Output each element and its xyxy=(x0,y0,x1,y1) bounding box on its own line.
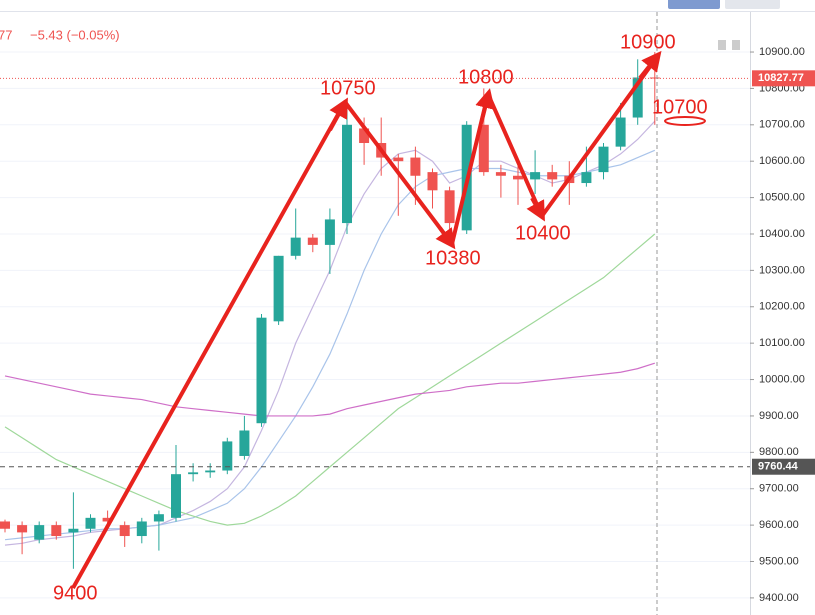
moving-average xyxy=(4,149,656,541)
toolbar-button[interactable] xyxy=(668,0,720,9)
moving-average xyxy=(4,120,656,546)
moving-average xyxy=(4,362,655,417)
y-tick-label: 9600.00 xyxy=(759,519,799,531)
y-tick-label: 9700.00 xyxy=(759,483,799,495)
header-change: −5.43 (−0.05%) xyxy=(30,27,120,42)
candle-body xyxy=(102,517,113,522)
pane-icon[interactable] xyxy=(732,40,740,50)
candle-body xyxy=(581,172,592,184)
candle-body xyxy=(307,237,318,245)
candle-body xyxy=(188,472,199,475)
arrowhead xyxy=(526,197,545,222)
annotation-label: 10900 xyxy=(620,31,676,53)
annotation-label: 9400 xyxy=(53,582,98,604)
y-tick-label: 10400.00 xyxy=(759,228,805,240)
arrowhead xyxy=(638,50,662,80)
annotation-label: 10400 xyxy=(515,222,571,244)
pane-icon[interactable] xyxy=(718,40,726,50)
y-tick-label: 10700.00 xyxy=(759,119,805,131)
y-tick-label: 10500.00 xyxy=(759,192,805,204)
candle-body xyxy=(153,514,164,522)
annotation-ellipse xyxy=(664,116,706,126)
candle-body xyxy=(632,77,643,118)
candle-body xyxy=(0,521,10,529)
candle-body xyxy=(359,128,370,144)
header-price: 77 xyxy=(0,27,12,42)
y-tick-label: 10000.00 xyxy=(759,373,805,385)
arrowhead xyxy=(435,226,456,250)
candle-body xyxy=(34,525,45,540)
candle-body xyxy=(85,517,96,529)
y-tick-label: 9500.00 xyxy=(759,555,799,567)
y-tick-label: 10300.00 xyxy=(759,264,805,276)
y-tick-label: 9800.00 xyxy=(759,446,799,458)
candle-body xyxy=(530,172,541,180)
candle-body xyxy=(119,525,130,537)
y-tick-label: 10600.00 xyxy=(759,155,805,167)
candle-body xyxy=(410,157,421,176)
price-label: 9760.44 xyxy=(758,461,799,473)
candle-body xyxy=(342,124,352,224)
candle-body xyxy=(222,441,233,471)
candle-body xyxy=(205,470,216,473)
annotation-label: 10700 xyxy=(652,96,708,118)
candle-body xyxy=(547,172,558,180)
candle-body xyxy=(478,124,489,173)
candle-body xyxy=(136,521,147,537)
y-tick-label: 10900.00 xyxy=(759,46,805,58)
candle-body xyxy=(495,172,506,176)
moving-average xyxy=(4,233,656,526)
candle-body xyxy=(256,317,267,424)
candle-body xyxy=(393,157,404,162)
toolbar-button[interactable] xyxy=(725,0,780,9)
candle-body xyxy=(171,474,181,518)
candle-body xyxy=(598,146,609,173)
toolbar xyxy=(0,0,815,12)
candle-body xyxy=(427,172,438,191)
candle-body xyxy=(290,237,301,256)
candle-body xyxy=(444,190,455,224)
price-label-box xyxy=(752,458,815,475)
y-tick-label: 9400.00 xyxy=(759,592,799,604)
arrowhead xyxy=(475,88,495,121)
y-tick-label: 9900.00 xyxy=(759,410,799,422)
y-tick-label: 10100.00 xyxy=(759,337,805,349)
annotation-label: 10380 xyxy=(425,247,481,269)
candle-body xyxy=(615,117,626,147)
candle-body xyxy=(68,528,79,533)
candle-body xyxy=(273,255,284,322)
arrowhead xyxy=(328,97,348,131)
candle-body xyxy=(324,219,335,245)
y-tick-label: 10200.00 xyxy=(759,301,805,313)
price-label: 10827.77 xyxy=(758,72,804,84)
candle-body xyxy=(17,525,28,533)
candle-body xyxy=(239,430,250,456)
candle-body xyxy=(51,525,62,537)
annotation-label: 10800 xyxy=(458,66,514,88)
annotation-label: 10750 xyxy=(320,77,376,99)
candle-body xyxy=(513,175,523,180)
price-label-box xyxy=(752,70,815,87)
annotation-arrow xyxy=(71,55,659,589)
